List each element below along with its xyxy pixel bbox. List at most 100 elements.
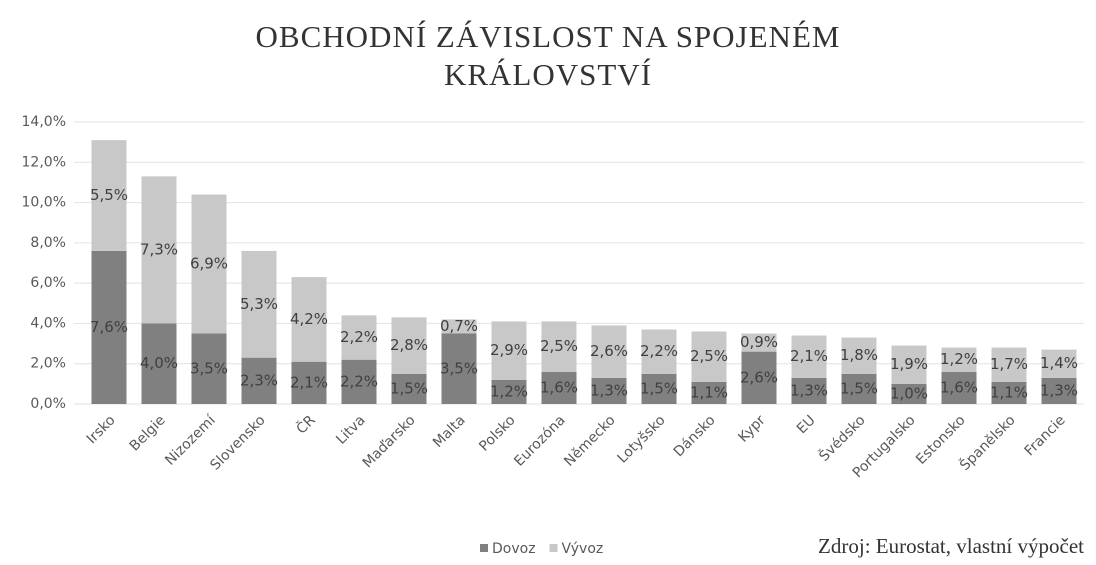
bar-segment xyxy=(141,323,177,404)
value-label: 1,9% xyxy=(890,355,928,373)
x-tick-label: Lotyšsko xyxy=(614,412,668,466)
bar-segment xyxy=(541,371,577,404)
bar-segment xyxy=(91,140,127,251)
value-label: 1,3% xyxy=(1040,381,1078,399)
bar-segment xyxy=(591,325,627,378)
bar-segment xyxy=(1041,349,1077,378)
bar-segment xyxy=(891,383,927,404)
bar-segment xyxy=(741,351,777,404)
bar-segment xyxy=(891,345,927,384)
y-tick-label: 0,0% xyxy=(30,396,66,412)
value-label: 2,2% xyxy=(340,372,378,390)
y-tick-label: 8,0% xyxy=(30,235,66,251)
chart-title: OBCHODNÍ ZÁVISLOST NA SPOJENÉM KRÁLOVSTV… xyxy=(255,19,841,92)
bar-segment xyxy=(691,331,727,382)
bar-segment xyxy=(941,347,977,372)
y-tick-label: 14,0% xyxy=(22,114,66,130)
value-label: 2,3% xyxy=(240,371,278,389)
value-label: 2,6% xyxy=(740,368,778,386)
x-tick-label: ČR xyxy=(292,411,319,438)
value-label: 2,5% xyxy=(690,347,728,365)
y-tick-label: 2,0% xyxy=(30,356,66,372)
legend-swatch xyxy=(549,544,558,552)
x-tick-label: Francie xyxy=(1022,412,1069,459)
x-tick-label: Maďarsko xyxy=(360,412,419,471)
value-label: 2,5% xyxy=(540,337,578,355)
bar-segment xyxy=(441,333,477,404)
legend-swatch xyxy=(480,544,488,552)
value-label: 1,3% xyxy=(790,381,828,399)
bar-segment xyxy=(491,379,527,404)
value-label: 1,0% xyxy=(890,384,928,402)
value-label: 1,2% xyxy=(490,382,528,400)
value-label: 2,1% xyxy=(790,347,828,365)
bar-segment xyxy=(341,359,377,404)
value-label: 7,3% xyxy=(140,240,178,258)
bar-segment xyxy=(991,381,1027,404)
bar-segment xyxy=(391,373,427,404)
value-label: 2,8% xyxy=(390,336,428,354)
bar-segment xyxy=(641,329,677,374)
x-tick-label: Dánsko xyxy=(671,412,719,460)
x-tick-label: Litva xyxy=(333,412,368,447)
value-label: 4,2% xyxy=(290,310,328,328)
x-tick-label: EU xyxy=(794,412,819,437)
bar-segment xyxy=(691,381,727,404)
y-tick-label: 10,0% xyxy=(22,195,66,211)
source-note: Zdroj: Eurostat, vlastní výpočet xyxy=(818,534,1084,558)
value-label: 2,9% xyxy=(490,341,528,359)
value-label: 7,6% xyxy=(90,318,128,336)
value-label: 1,5% xyxy=(840,379,878,397)
bar-segment xyxy=(641,373,677,404)
bar-segment xyxy=(591,377,627,404)
value-label: 0,7% xyxy=(440,317,478,335)
value-label: 1,8% xyxy=(840,346,878,364)
value-label: 1,4% xyxy=(1040,354,1078,372)
bar-segment xyxy=(741,333,777,352)
bar-segment xyxy=(141,176,177,324)
value-label: 4,0% xyxy=(140,354,178,372)
value-label: 1,2% xyxy=(940,350,978,368)
value-label: 1,6% xyxy=(940,378,978,396)
x-tick-label: Švédsko xyxy=(815,411,869,465)
value-label: 5,5% xyxy=(90,186,128,204)
bar-segment xyxy=(791,377,827,404)
x-tick-label: Belgie xyxy=(127,412,169,454)
bar-segment xyxy=(191,194,227,334)
bar-segment xyxy=(391,317,427,374)
value-label: 1,5% xyxy=(640,379,678,397)
x-tick-label: Irsko xyxy=(84,412,119,447)
value-label: 0,9% xyxy=(740,333,778,351)
x-tick-label: Malta xyxy=(430,412,469,451)
bar-segment xyxy=(941,371,977,404)
bar-segment xyxy=(541,321,577,372)
value-label: 1,6% xyxy=(540,378,578,396)
value-label: 1,1% xyxy=(690,383,728,401)
x-tick-label: Eurozóna xyxy=(511,412,568,469)
value-label: 2,2% xyxy=(640,342,678,360)
value-label: 1,1% xyxy=(990,383,1028,401)
bar-segment xyxy=(991,347,1027,382)
bar-segment xyxy=(291,277,327,362)
y-tick-label: 6,0% xyxy=(30,275,66,291)
value-label: 1,7% xyxy=(990,355,1028,373)
legend-label: Vývoz xyxy=(562,541,604,557)
y-tick-label: 4,0% xyxy=(30,315,66,331)
value-label: 3,5% xyxy=(440,359,478,377)
value-label: 6,9% xyxy=(190,255,228,273)
bar-segment xyxy=(791,335,827,378)
bar-segment xyxy=(1041,377,1077,404)
bar-segment xyxy=(841,373,877,404)
value-label: 2,2% xyxy=(340,328,378,346)
x-tick-label: Kypr xyxy=(735,412,768,445)
bar-segment xyxy=(241,250,277,358)
x-tick-label: Polsko xyxy=(476,412,518,454)
value-label: 1,3% xyxy=(590,381,628,399)
bar-segment xyxy=(341,315,377,360)
bar-segment xyxy=(191,333,227,404)
bar-segment xyxy=(491,321,527,380)
value-label: 2,6% xyxy=(590,342,628,360)
bar-segment xyxy=(291,361,327,404)
